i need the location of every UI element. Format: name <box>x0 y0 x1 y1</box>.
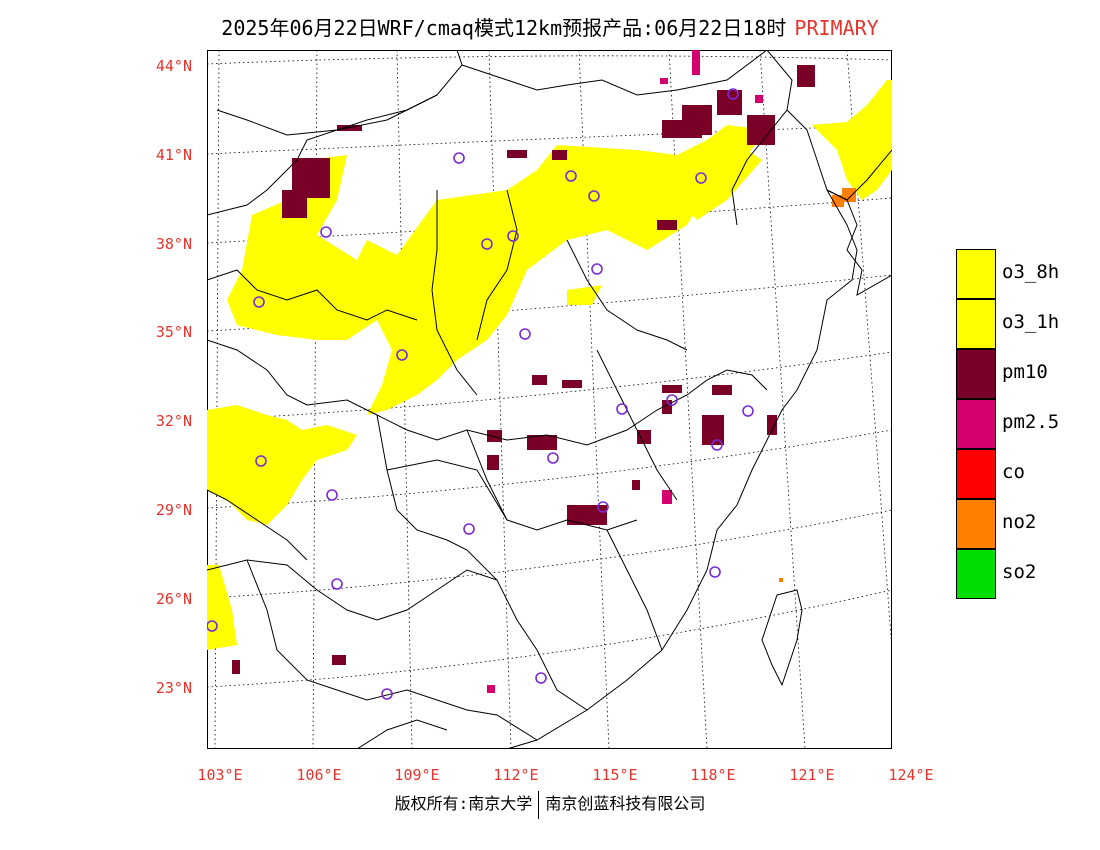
lat-label-32: 32°N <box>155 412 192 430</box>
lat-label-41: 41°N <box>155 146 192 164</box>
pm25-field <box>487 50 763 693</box>
legend-label-co: co <box>1002 461 1025 483</box>
copyright-right: 南京创蓝科技有限公司 <box>545 794 706 813</box>
map-title: 2025年06月22日WRF/cmaq模式12km预报产品:06月22日18时 P… <box>0 12 1100 41</box>
lon-label-118: 118°E <box>690 766 736 784</box>
lon-label-106: 106°E <box>296 766 342 784</box>
title-tag: PRIMARY <box>794 16 879 40</box>
legend-label-o3-1h: o3_1h <box>1002 311 1060 333</box>
legend-swatch-pm25 <box>956 399 996 449</box>
legend-swatch-co <box>956 449 996 499</box>
pm10-field <box>232 65 815 674</box>
korea-outline <box>826 189 892 296</box>
legend-swatch-so2 <box>956 549 996 599</box>
taiwan-outline <box>761 589 803 687</box>
station-markers <box>207 88 754 700</box>
lon-label-115: 115°E <box>592 766 638 784</box>
coast-south <box>356 719 448 749</box>
legend-label-no2: no2 <box>1002 511 1037 533</box>
legend-swatch-o3-1h <box>956 299 996 349</box>
lat-label-26: 26°N <box>155 590 192 608</box>
copyright-footer: 版权所有:南京大学 南京创蓝科技有限公司 <box>0 790 1100 819</box>
legend-swatch-o3-8h <box>956 249 996 299</box>
legend-label-pm10: pm10 <box>1002 361 1048 383</box>
legend-label-pm25: pm2.5 <box>1002 411 1060 433</box>
lat-label-29: 29°N <box>155 501 192 519</box>
map-canvas <box>207 50 892 749</box>
lon-label-112: 112°E <box>493 766 539 784</box>
o3-field <box>207 80 892 650</box>
lat-label-44: 44°N <box>155 57 192 75</box>
lat-label-38: 38°N <box>155 235 192 253</box>
lat-label-23: 23°N <box>155 679 192 697</box>
lon-label-124: 124°E <box>888 766 934 784</box>
lon-label-103: 103°E <box>197 766 243 784</box>
boundaries <box>207 50 892 749</box>
title-text: 2025年06月22日WRF/cmaq模式12km预报产品:06月22日18时 <box>221 16 787 40</box>
lat-label-35: 35°N <box>155 323 192 341</box>
legend-label-so2: so2 <box>1002 561 1037 583</box>
lon-label-109: 109°E <box>394 766 440 784</box>
footer-separator <box>538 790 540 819</box>
legend-swatch-no2 <box>956 499 996 549</box>
legend-swatch-pm10 <box>956 349 996 399</box>
lon-label-121: 121°E <box>789 766 835 784</box>
legend-label-o3-8h: o3_8h <box>1002 261 1060 283</box>
copyright-left: 版权所有:南京大学 <box>394 794 533 813</box>
